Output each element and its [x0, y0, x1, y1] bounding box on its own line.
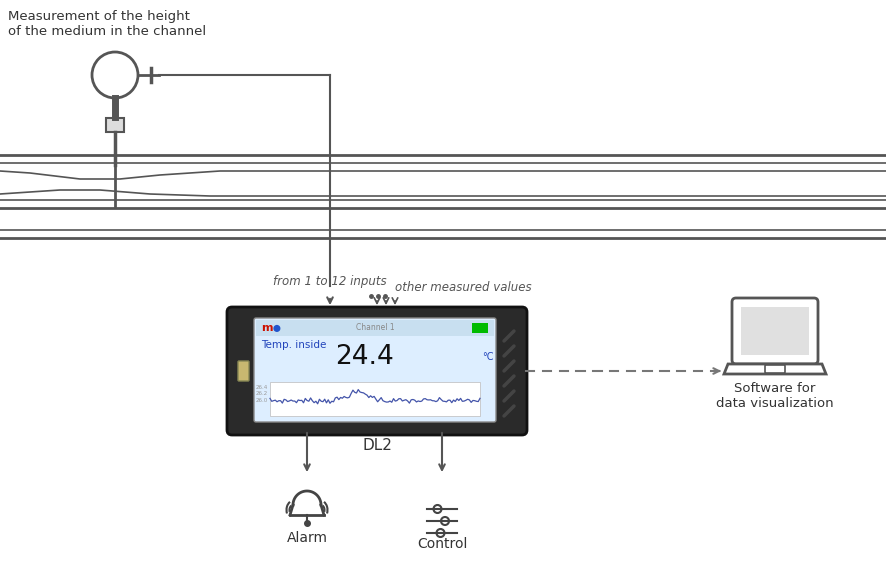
- FancyBboxPatch shape: [253, 318, 495, 422]
- FancyBboxPatch shape: [764, 365, 784, 373]
- Circle shape: [436, 529, 444, 537]
- Text: other measured values: other measured values: [394, 281, 531, 294]
- Text: Temp. inside: Temp. inside: [260, 340, 326, 350]
- FancyBboxPatch shape: [740, 307, 808, 355]
- Text: Control: Control: [416, 537, 467, 551]
- Polygon shape: [723, 364, 825, 374]
- FancyBboxPatch shape: [471, 323, 487, 333]
- FancyBboxPatch shape: [269, 382, 479, 416]
- FancyBboxPatch shape: [106, 118, 124, 132]
- Text: 24.4: 24.4: [335, 344, 394, 370]
- Text: 26.4: 26.4: [255, 385, 268, 390]
- Text: Software for
data visualization: Software for data visualization: [715, 382, 833, 410]
- Text: °C: °C: [481, 352, 493, 362]
- Text: 26.0: 26.0: [255, 398, 268, 403]
- Text: ⬤: ⬤: [273, 324, 281, 332]
- FancyBboxPatch shape: [731, 298, 817, 364]
- Circle shape: [440, 517, 448, 525]
- FancyBboxPatch shape: [256, 320, 494, 336]
- Text: from 1 to 12 inputs: from 1 to 12 inputs: [273, 275, 386, 288]
- Text: DL2: DL2: [361, 438, 392, 453]
- Text: m: m: [260, 323, 272, 333]
- Circle shape: [433, 505, 441, 513]
- Text: 26.2: 26.2: [255, 392, 268, 396]
- Text: Measurement of the height
of the medium in the channel: Measurement of the height of the medium …: [8, 10, 206, 38]
- Text: Channel 1: Channel 1: [355, 324, 394, 332]
- FancyBboxPatch shape: [227, 307, 526, 435]
- Text: Alarm: Alarm: [286, 531, 327, 545]
- FancyBboxPatch shape: [237, 361, 249, 381]
